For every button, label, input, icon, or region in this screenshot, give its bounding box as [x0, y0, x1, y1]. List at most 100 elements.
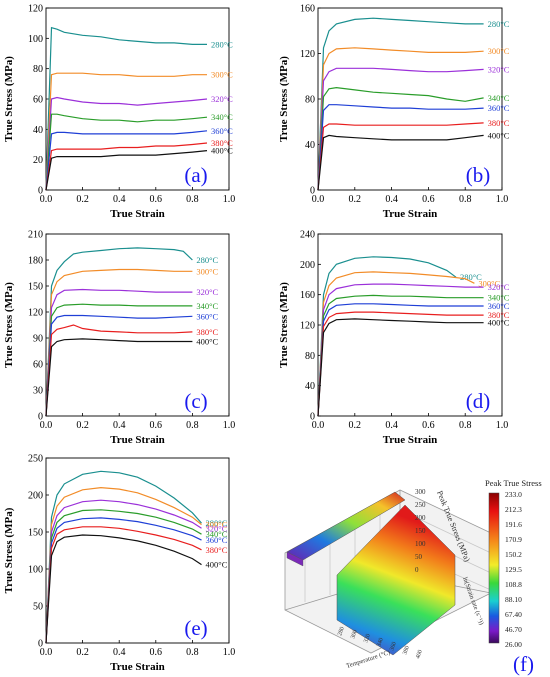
x-axis-ticks: 280 300 320 340 360 380 400	[337, 626, 424, 660]
series-line-300	[317, 47, 484, 191]
series-label: 280°C	[211, 39, 233, 49]
x-tick-label: 0.8	[186, 647, 199, 658]
y-axis-label: True Stress (MPa)	[278, 282, 290, 368]
series-line-380	[317, 311, 484, 417]
y-tick-label: 0	[310, 412, 315, 423]
x-tick-label: 0.0	[312, 194, 325, 205]
colorbar-tick: 26.00	[505, 640, 522, 649]
x-tick-label: 0.8	[459, 420, 472, 431]
series-line-380	[317, 122, 484, 191]
x-tick-label: 0.2	[76, 420, 89, 431]
series-label: 320°C	[211, 94, 233, 104]
y-tick-label: 20	[33, 155, 43, 166]
x-tick-label: 0.0	[312, 420, 325, 431]
x-tick-label: 0.6	[150, 194, 163, 205]
x-axis-label: True Strain	[383, 208, 438, 220]
series-label: 400°C	[488, 130, 510, 140]
x-tick-label: 1.0	[223, 420, 236, 431]
series-line-320	[45, 499, 202, 644]
chart-d: 0 40 80 120 160 200 240 0.0 0.2 0.4 0.6 0.8 1.0 True …	[278, 230, 510, 447]
series-line-400	[317, 134, 484, 191]
plot-frame	[45, 457, 230, 644]
x-tick-label: 0.6	[422, 194, 435, 205]
x-tick-label: 1.0	[223, 647, 236, 658]
y-tick-label: 40	[33, 125, 43, 136]
x-tick-label: 0.4	[113, 420, 126, 431]
colorbar-tick: 129.5	[505, 565, 522, 574]
series-line-340	[317, 86, 484, 191]
x-tick: 280	[337, 626, 346, 637]
series-line-400	[45, 534, 202, 644]
z-axis-ticks: 300 250 200 150 100 50 0	[415, 488, 426, 574]
y-tick-label: 160	[300, 4, 315, 15]
series-line-400	[45, 150, 208, 191]
panel-label: (b)	[466, 163, 491, 187]
colorbar-tick: 212.3	[505, 505, 522, 514]
series-label: 280°C	[206, 518, 228, 528]
series-line-380	[45, 526, 202, 644]
series-line-360	[45, 130, 208, 191]
z-tick: 150	[415, 527, 426, 535]
y-tick-label: 0	[38, 639, 43, 650]
series-label: 340°C	[488, 293, 510, 303]
series-label: 380°C	[196, 327, 218, 337]
y-tick-label: 100	[28, 34, 43, 45]
series-label: 300°C	[206, 520, 228, 530]
series-label: 360°C	[488, 103, 510, 113]
series-line-280	[317, 256, 457, 417]
y-tick-label: 240	[300, 230, 315, 241]
x-tick-label: 0.6	[150, 647, 163, 658]
series-line-320	[45, 288, 193, 417]
series-label: 400°C	[211, 146, 233, 156]
panel-label: (a)	[184, 163, 207, 187]
series-line-340	[45, 509, 202, 644]
series-line-280	[317, 17, 484, 191]
series-label: 320°C	[206, 523, 228, 533]
y-tick-label: 100	[28, 565, 43, 576]
x-tick-label: 0.8	[186, 194, 199, 205]
series-line-380	[45, 142, 208, 191]
series-label: 360°C	[488, 301, 510, 311]
y-tick-label: 160	[300, 290, 315, 301]
colorbar-title: Peak True Stress	[485, 478, 542, 488]
y-tick-label: 50	[33, 602, 43, 613]
chart-f-surface: 300 250 200 150 100 50 0 Peak True Stres…	[284, 478, 542, 676]
x-tick-label: 0.2	[76, 194, 89, 205]
x-tick: 400	[415, 649, 424, 660]
x-tick: 380	[402, 645, 411, 656]
x-tick-label: 0.4	[113, 647, 126, 658]
y-tick-label: 180	[28, 256, 43, 267]
y-tick-label: 120	[28, 4, 43, 15]
series-line-300	[45, 72, 207, 191]
series-line-360	[317, 303, 484, 417]
series-label: 360°C	[196, 311, 218, 321]
series-line-280	[45, 470, 202, 644]
series-label: 300°C	[478, 278, 500, 288]
z-tick: 200	[415, 514, 426, 522]
x-tick-label: 0.4	[385, 194, 398, 205]
y-tick-label: 150	[28, 528, 43, 539]
x-tick-label: 0.0	[40, 647, 53, 658]
x-tick-label: 1.0	[496, 420, 509, 431]
y-tick-label: 40	[305, 381, 315, 392]
y-axis-label: True Stress (MPa)	[278, 56, 290, 142]
series-label: 300°C	[488, 46, 510, 56]
y-tick-label: 0	[310, 186, 315, 197]
series-line-320	[45, 96, 208, 191]
series-label: 340°C	[206, 529, 228, 539]
series-line-300	[45, 268, 193, 417]
series-label: 380°C	[488, 310, 510, 320]
series-label: 380°C	[206, 545, 228, 555]
x-axis-label: Temperature (°C)	[345, 649, 391, 670]
series-line-300	[45, 486, 202, 644]
colorbar-tick: 46.70	[505, 625, 522, 634]
colorbar-tick: 67.40	[505, 610, 522, 619]
series-line-320	[317, 67, 484, 191]
colorbar	[488, 492, 500, 644]
series-line-360	[317, 104, 484, 191]
series-label: 300°C	[196, 266, 218, 276]
y-axis-label: True Stress (MPa)	[3, 507, 15, 593]
plot-frame	[45, 233, 230, 417]
y-axis-label: True Stress (MPa)	[3, 56, 15, 142]
x-tick-label: 0.0	[40, 194, 53, 205]
